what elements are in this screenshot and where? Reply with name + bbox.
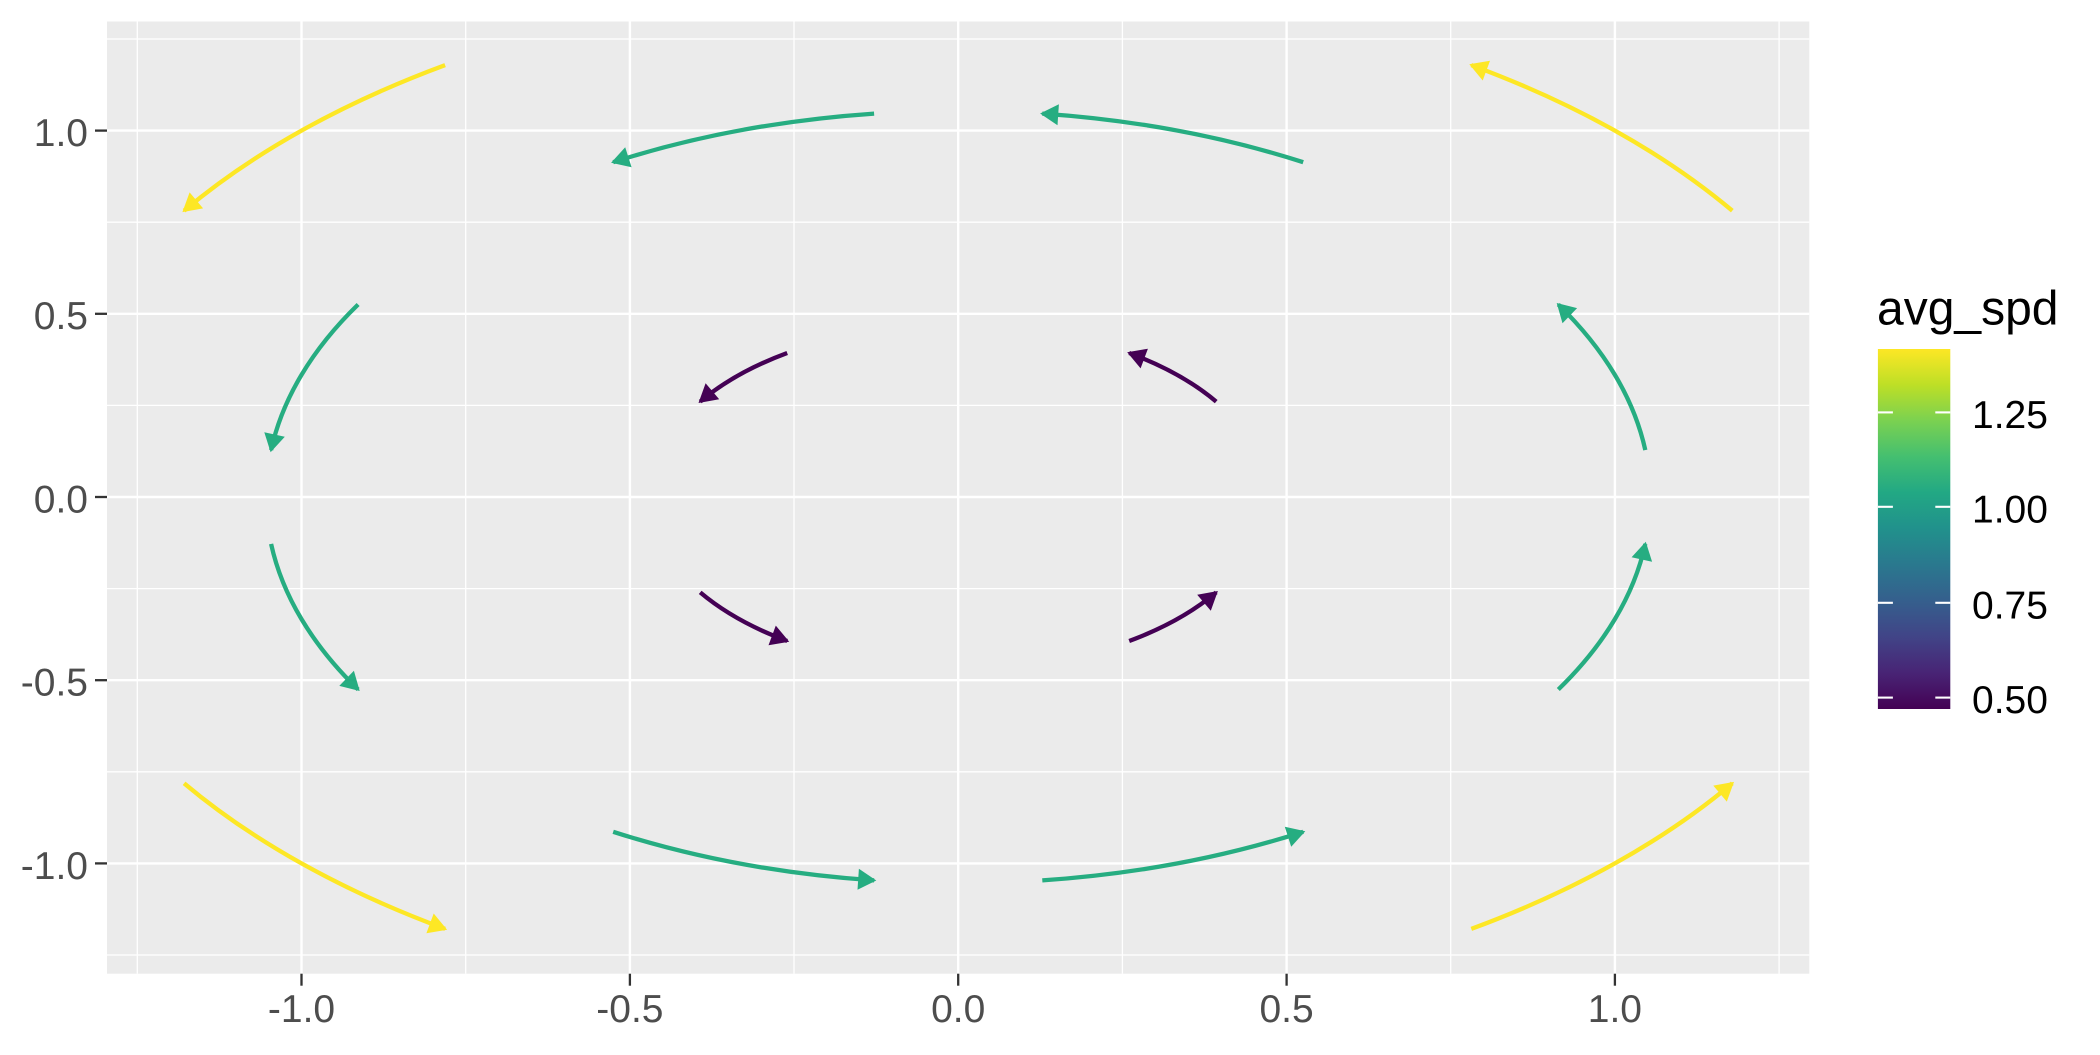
svg-text:1.25: 1.25 [1972, 394, 2048, 437]
svg-text:-0.5: -0.5 [21, 662, 88, 705]
svg-text:0.50: 0.50 [1972, 679, 2048, 722]
svg-text:1.0: 1.0 [1588, 988, 1642, 1031]
svg-text:0.5: 0.5 [1259, 988, 1313, 1031]
svg-text:1.0: 1.0 [34, 112, 88, 155]
svg-text:-0.5: -0.5 [596, 988, 663, 1031]
svg-text:0.75: 0.75 [1972, 584, 2048, 627]
svg-text:0.5: 0.5 [34, 295, 88, 338]
svg-text:-1.0: -1.0 [268, 988, 335, 1031]
svg-text:avg_spd: avg_spd [1877, 283, 2058, 336]
svg-text:0.0: 0.0 [931, 988, 985, 1031]
svg-text:1.00: 1.00 [1972, 488, 2048, 531]
svg-text:0.0: 0.0 [34, 478, 88, 521]
svg-text:-1.0: -1.0 [21, 845, 88, 888]
